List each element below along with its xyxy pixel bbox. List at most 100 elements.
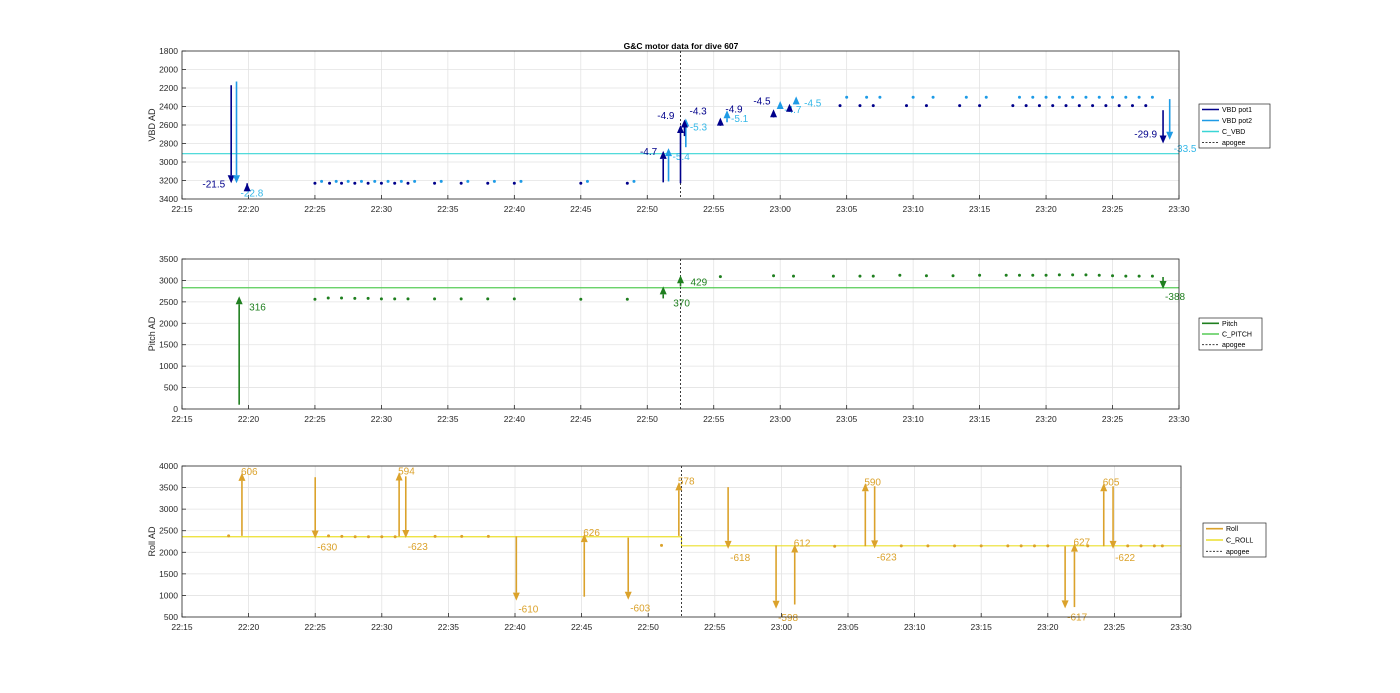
x-tick-label: 22:55 <box>703 204 725 214</box>
legend-entry: C_PITCH <box>1222 332 1252 339</box>
y-tick-label: 1800 <box>159 46 178 56</box>
event-arrow <box>402 476 410 539</box>
data-point <box>660 543 664 547</box>
x-tick-label: 23:05 <box>837 622 859 632</box>
event-arrow <box>512 536 520 601</box>
axes-frame <box>181 465 1182 618</box>
data-point <box>327 534 331 538</box>
data-point <box>1077 104 1081 108</box>
x-tick-label: 23:00 <box>770 414 792 424</box>
y-tick-label: 2000 <box>159 547 178 557</box>
x-tick-label: 22:30 <box>371 414 393 424</box>
legend-entry: apogee <box>1226 549 1249 556</box>
x-tick-label: 22:25 <box>304 414 326 424</box>
event-label: -617 <box>1067 612 1087 623</box>
event-arrow <box>243 183 251 192</box>
event-arrow <box>665 148 673 182</box>
data-point <box>346 179 350 183</box>
data-point <box>313 181 317 185</box>
event-label: -610 <box>518 605 538 616</box>
event-label: -4.5 <box>753 96 771 107</box>
event-arrow <box>716 117 724 126</box>
data-point <box>1064 104 1068 108</box>
data-point <box>519 179 523 183</box>
x-tick-label: 23:15 <box>969 414 991 424</box>
y-axis-label: Roll AD <box>147 526 157 557</box>
data-point <box>1097 95 1101 99</box>
data-point <box>1004 273 1008 277</box>
event-label: 370 <box>673 298 690 309</box>
event-label: -603 <box>630 604 650 615</box>
x-tick-label: 22:15 <box>171 414 193 424</box>
data-point <box>373 179 377 183</box>
data-point <box>978 273 982 277</box>
data-point <box>1160 544 1164 548</box>
x-tick-label: 23:25 <box>1104 622 1126 632</box>
legend-entry: VBD pot2 <box>1222 118 1252 125</box>
event-label: 316 <box>249 302 266 313</box>
data-point <box>978 104 982 108</box>
event-label: 590 <box>864 477 881 488</box>
data-point <box>1044 95 1048 99</box>
y-tick-label: 3200 <box>159 176 178 186</box>
data-point <box>512 181 516 185</box>
data-point <box>313 297 317 301</box>
data-point <box>579 297 583 301</box>
data-point <box>380 535 384 539</box>
data-point <box>359 179 363 183</box>
data-point <box>1024 104 1028 108</box>
event-label: -618 <box>730 553 750 564</box>
x-tick-label: 23:20 <box>1037 622 1059 632</box>
x-tick-label: 22:15 <box>171 204 193 214</box>
data-point <box>1150 274 1154 278</box>
y-tick-label: 1000 <box>159 361 178 371</box>
data-point <box>1111 95 1115 99</box>
data-point <box>320 179 324 183</box>
data-point <box>964 95 968 99</box>
legend-entry: C_VBD <box>1222 129 1245 136</box>
legend-entry: apogee <box>1222 342 1245 349</box>
data-point <box>1017 95 1021 99</box>
data-point <box>1117 104 1121 108</box>
data-point <box>833 544 837 548</box>
x-tick-label: 22:55 <box>703 414 725 424</box>
data-point <box>632 179 636 183</box>
data-point <box>979 544 983 548</box>
data-point <box>718 275 722 279</box>
data-point <box>366 296 370 300</box>
x-tick-label: 22:55 <box>704 622 726 632</box>
x-tick-label: 22:40 <box>504 622 526 632</box>
event-arrow <box>861 483 869 547</box>
data-point <box>459 181 463 185</box>
event-label: 605 <box>1103 477 1120 488</box>
data-point <box>1124 274 1128 278</box>
data-point <box>865 95 869 99</box>
x-tick-label: 23:30 <box>1168 204 1190 214</box>
x-tick-label: 23:10 <box>904 622 926 632</box>
data-point <box>1017 273 1021 277</box>
x-tick-label: 22:50 <box>637 204 659 214</box>
x-tick-label: 23:05 <box>836 414 858 424</box>
data-point <box>1037 104 1041 108</box>
y-tick-label: 2500 <box>159 526 178 536</box>
event-arrow <box>233 81 241 184</box>
event-label: -33.5 <box>1174 144 1197 155</box>
data-point <box>625 181 629 185</box>
data-point <box>1071 95 1075 99</box>
data-point <box>1086 544 1090 548</box>
data-point <box>831 274 835 278</box>
y-tick-label: 0 <box>173 404 178 414</box>
event-label: -4.5 <box>804 98 822 109</box>
y-tick-label: 2600 <box>159 120 178 130</box>
y-axis-label: Pitch AD <box>147 316 157 351</box>
x-tick-label: 23:15 <box>969 204 991 214</box>
data-point <box>924 274 928 278</box>
x-tick-label: 23:20 <box>1035 204 1057 214</box>
event-arrow <box>791 544 799 605</box>
data-point <box>366 181 370 185</box>
data-point <box>625 297 629 301</box>
x-tick-label: 22:30 <box>371 204 393 214</box>
data-point <box>953 544 957 548</box>
